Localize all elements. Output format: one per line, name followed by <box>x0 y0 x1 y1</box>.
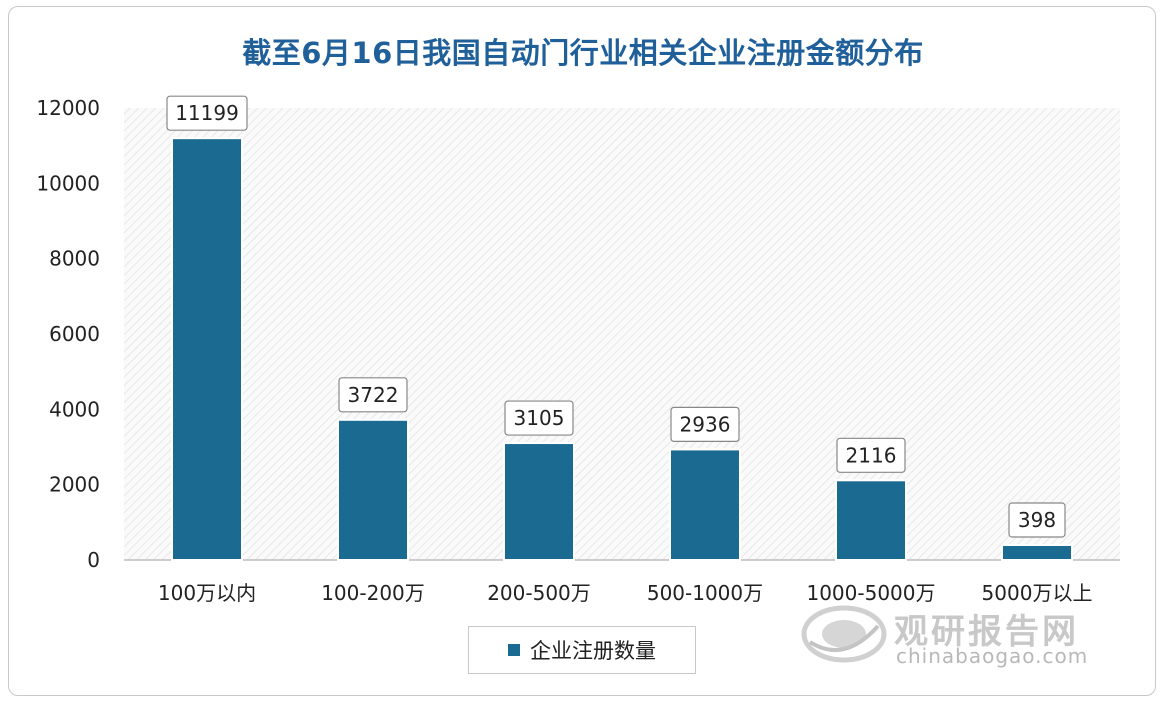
x-tick-label: 100万以内 <box>158 581 256 605</box>
x-tick-label: 500-1000万 <box>647 581 763 605</box>
bar <box>669 448 741 562</box>
y-tick-label: 12000 <box>36 96 100 120</box>
x-tick-label: 200-500万 <box>487 581 591 605</box>
y-tick-label: 2000 <box>49 473 100 497</box>
bar <box>337 418 409 561</box>
legend-swatch <box>508 644 520 656</box>
data-label-box <box>836 437 906 473</box>
watermark-brand: 观研报告网 <box>894 612 1079 652</box>
data-label: 2936 <box>680 412 731 436</box>
data-label: 3722 <box>348 383 399 407</box>
bar <box>835 479 907 561</box>
chart-title: 截至6月16日我国自动门行业相关企业注册金额分布 <box>242 36 924 70</box>
y-tick-label: 0 <box>87 548 100 572</box>
data-label: 3105 <box>514 406 565 430</box>
y-tick-label: 8000 <box>49 247 100 271</box>
data-label: 11199 <box>175 101 239 125</box>
legend: 企业注册数量 <box>468 626 696 674</box>
data-label-box <box>1008 502 1066 538</box>
plot-area <box>124 108 1120 560</box>
legend-label: 企业注册数量 <box>530 639 656 663</box>
data-label-box <box>504 400 574 436</box>
bar <box>171 137 243 562</box>
data-label: 2116 <box>846 443 897 467</box>
data-label: 398 <box>1018 508 1056 532</box>
x-tick-label: 1000-5000万 <box>806 581 935 605</box>
data-label-box <box>670 406 740 443</box>
y-tick-label: 4000 <box>49 397 100 421</box>
y-tick-label: 10000 <box>36 171 100 195</box>
data-label-box <box>338 377 408 413</box>
y-tick-label: 6000 <box>49 322 100 346</box>
bar <box>503 442 575 562</box>
watermark-url: chinabaogao.com <box>896 644 1089 668</box>
x-tick-label: 100-200万 <box>321 581 425 605</box>
watermark-logo-icon <box>801 605 887 663</box>
watermark: 观研报告网 chinabaogao.com <box>800 598 1120 674</box>
data-label-box <box>166 95 248 131</box>
x-tick-label: 5000万以上 <box>982 581 1093 605</box>
bar <box>1001 544 1073 561</box>
